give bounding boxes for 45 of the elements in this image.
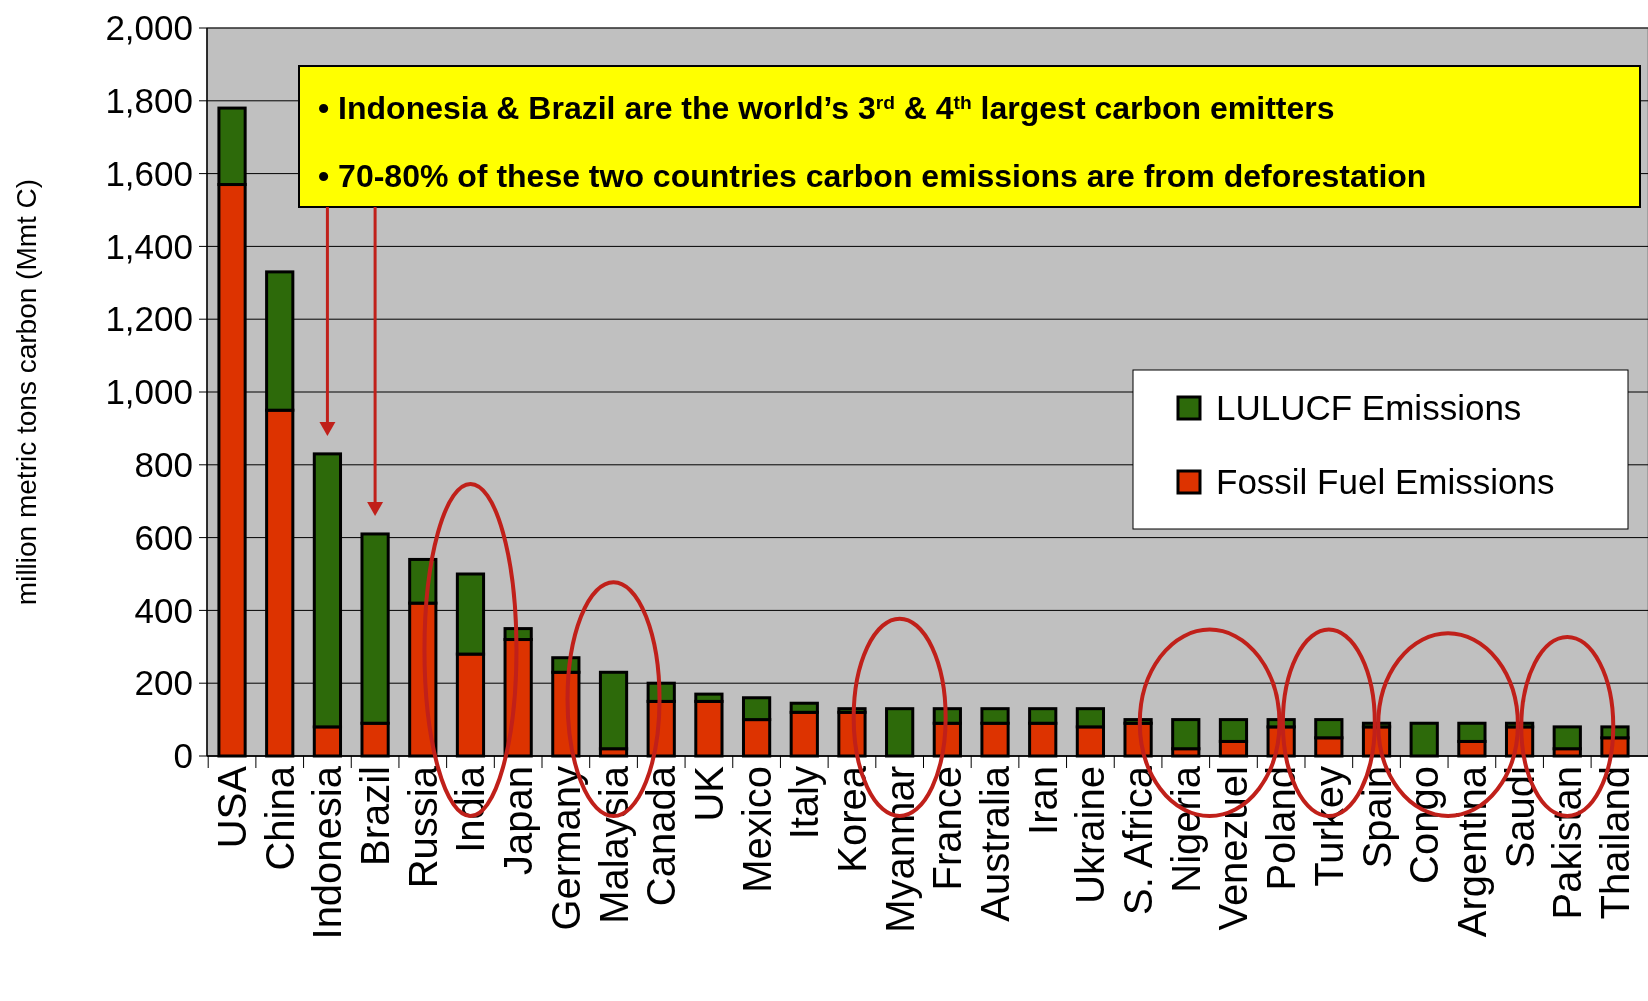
y-tick-label: 0 — [173, 736, 193, 776]
x-tick-label: Malaysia — [591, 765, 636, 924]
x-tick-label: Russia — [400, 765, 445, 889]
x-tick-label: Ukraine — [1068, 766, 1113, 904]
x-tick-label: France — [925, 766, 970, 891]
x-tick-label: Saudi — [1497, 766, 1542, 869]
x-tick-label: USA — [210, 765, 255, 849]
x-tick-label: Pakistan — [1545, 766, 1590, 920]
x-tick-label: Germany — [543, 766, 588, 931]
y-tick-label: 200 — [134, 663, 193, 703]
legend-label: Fossil Fuel Emissions — [1216, 462, 1555, 502]
x-tick-label: Myanmar — [877, 766, 922, 933]
x-tick-label: Argentina — [1449, 765, 1494, 938]
x-tick-label: Canada — [639, 765, 684, 907]
y-tick-label: 1,400 — [105, 226, 193, 266]
x-tick-label: Poland — [1259, 766, 1304, 891]
y-tick-label: 400 — [134, 590, 193, 630]
x-tick-label: Turkey — [1306, 766, 1351, 887]
y-tick-label: 2,000 — [105, 8, 193, 48]
y-tick-label: 1,000 — [105, 372, 193, 412]
y-tick-label: 1,200 — [105, 299, 193, 339]
x-tick-label: Brazil — [353, 766, 398, 867]
x-tick-label: Nigeria — [1163, 765, 1208, 893]
x-tick-label: Spain — [1354, 766, 1399, 869]
annotation: • Indonesia & Brazil are the world’s 3$^{rd}$ & 4$^{th}$ largest carbon emitters — [318, 90, 1335, 127]
legend-label: LULUCF Emissions — [1216, 388, 1522, 428]
y-axis-title: million metric tons carbon (Mmt C) — [11, 178, 42, 606]
y-tick-label: 600 — [134, 517, 193, 557]
annotation: • 70-80% of these two countries carbon emissions are from deforestation — [318, 158, 1427, 195]
y-tick-label: 1,800 — [105, 81, 193, 121]
x-tick-label: Iran — [1020, 766, 1065, 835]
x-tick-label: Congo — [1402, 766, 1447, 884]
x-tick-label: Italy — [782, 766, 827, 840]
x-tick-label: Korea — [829, 765, 874, 873]
x-tick-label: China — [257, 765, 302, 871]
x-tick-label: Thailand — [1592, 766, 1637, 920]
y-tick-label: 800 — [134, 445, 193, 485]
x-tick-label: S. Africa — [1116, 765, 1161, 915]
x-tick-label: UK — [686, 765, 731, 822]
x-tick-label: Japan — [496, 766, 541, 875]
x-tick-label: Australia — [973, 765, 1018, 922]
x-tick-label: Mexico — [734, 766, 779, 893]
x-tick-label: Venezuel — [1211, 766, 1256, 931]
y-tick-label: 1,600 — [105, 153, 193, 193]
x-tick-label: Indonesia — [305, 765, 350, 940]
